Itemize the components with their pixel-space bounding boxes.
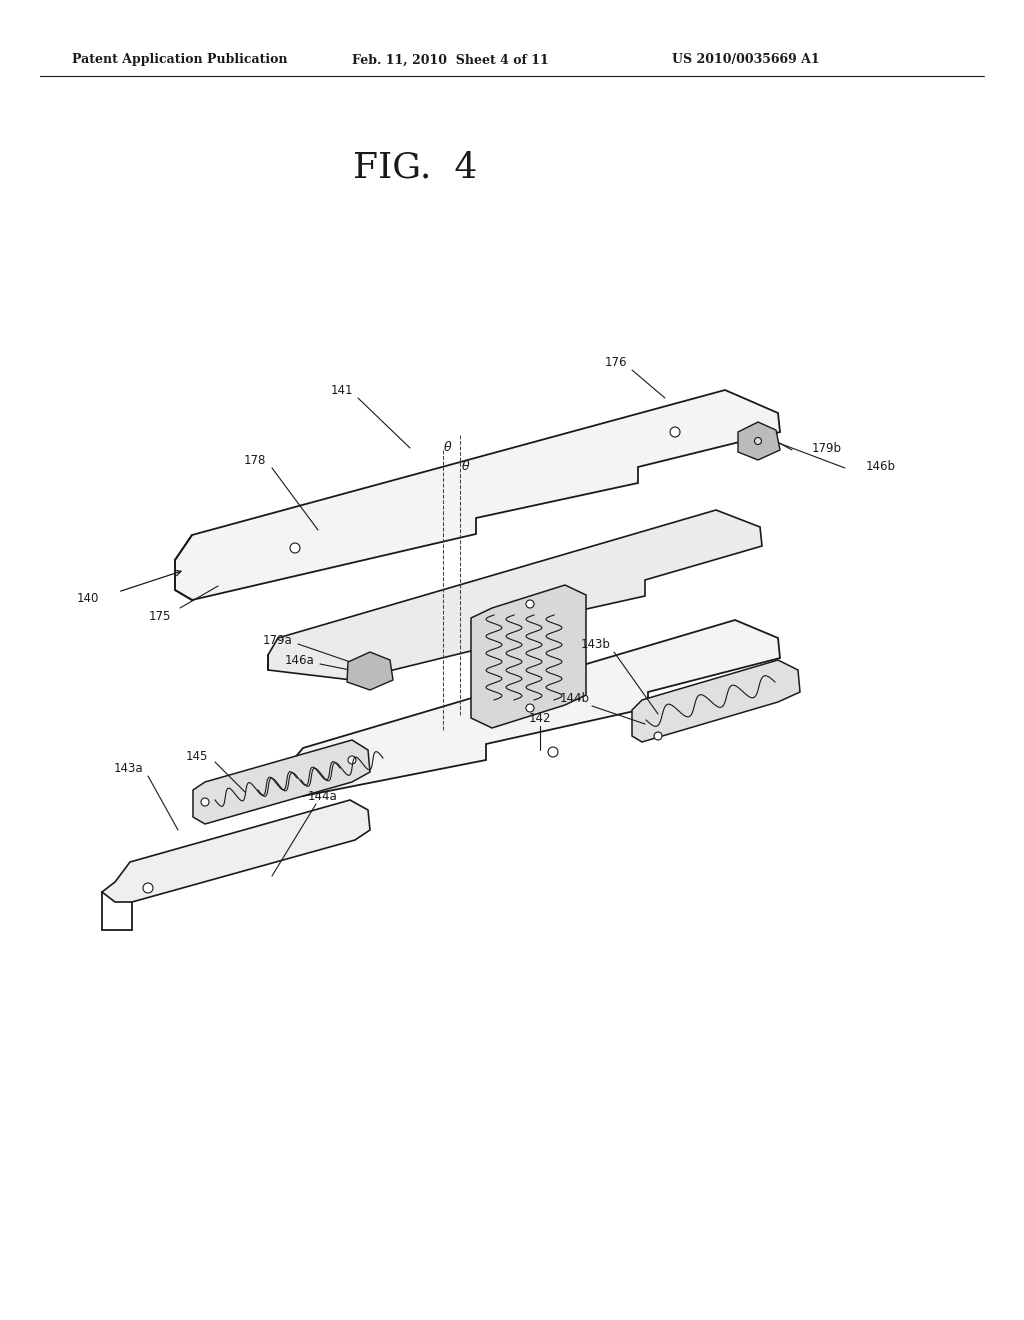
Circle shape [526,601,534,609]
Text: 144b: 144b [560,692,590,705]
Polygon shape [193,741,370,824]
Circle shape [526,704,534,711]
Text: 142: 142 [528,711,551,725]
Circle shape [548,747,558,756]
Text: $\theta$: $\theta$ [443,440,453,454]
Text: Feb. 11, 2010  Sheet 4 of 11: Feb. 11, 2010 Sheet 4 of 11 [351,54,549,66]
Text: 179b: 179b [812,441,842,454]
Text: 146a: 146a [285,653,314,667]
Polygon shape [102,800,370,902]
Polygon shape [738,422,780,459]
Text: 143a: 143a [114,762,142,775]
Circle shape [367,668,374,675]
Text: 178: 178 [244,454,266,466]
Text: 176: 176 [605,355,628,368]
Text: 175: 175 [148,610,171,623]
Polygon shape [268,510,762,680]
Circle shape [670,426,680,437]
Circle shape [348,756,356,764]
Text: 140: 140 [77,591,99,605]
Text: $\theta$: $\theta$ [461,459,471,473]
Text: 179a: 179a [263,634,293,647]
Polygon shape [175,389,780,601]
Polygon shape [632,660,800,742]
Text: 141: 141 [331,384,353,396]
Polygon shape [347,652,393,690]
Text: 146b: 146b [866,459,896,473]
Circle shape [654,733,662,741]
Circle shape [755,437,762,445]
Polygon shape [288,620,780,796]
Text: FIG.  4: FIG. 4 [353,150,477,185]
Circle shape [143,883,153,894]
Text: 144a: 144a [308,789,338,803]
Text: Patent Application Publication: Patent Application Publication [72,54,288,66]
Text: US 2010/0035669 A1: US 2010/0035669 A1 [672,54,819,66]
Circle shape [201,799,209,807]
Text: 145: 145 [185,750,208,763]
Text: 143b: 143b [581,638,611,651]
Polygon shape [471,585,586,729]
Circle shape [290,543,300,553]
